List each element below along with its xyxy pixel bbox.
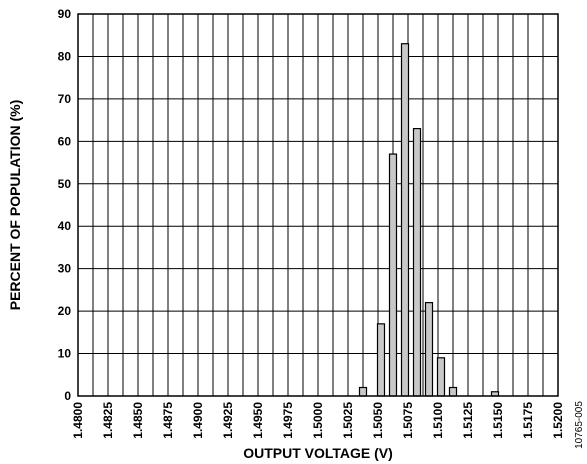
x-tick-label: 1.5175 bbox=[521, 402, 535, 439]
figure-id: 10765-005 bbox=[574, 401, 585, 449]
y-tick-label: 60 bbox=[58, 134, 72, 148]
x-tick-label: 1.4900 bbox=[191, 402, 205, 439]
x-tick-label: 1.4850 bbox=[131, 402, 145, 439]
y-tick-label: 20 bbox=[58, 304, 72, 318]
y-tick-label: 80 bbox=[58, 49, 72, 63]
x-tick-label: 1.4875 bbox=[161, 402, 175, 439]
y-tick-label: 30 bbox=[58, 262, 72, 276]
x-tick-label: 1.5200 bbox=[551, 402, 565, 439]
x-tick-label: 1.4950 bbox=[251, 402, 265, 439]
histogram-bar bbox=[424, 302, 434, 397]
histogram-bar bbox=[448, 386, 458, 397]
y-axis-label: PERCENT OF POPULATION (%) bbox=[7, 100, 23, 311]
x-tick-label: 1.5150 bbox=[491, 402, 505, 439]
histogram-bar bbox=[376, 323, 386, 397]
y-tick-labels: 0 10 20 30 40 50 60 70 80 90 bbox=[58, 7, 72, 403]
histogram-bar bbox=[388, 153, 398, 397]
x-tick-label: 1.4975 bbox=[281, 402, 295, 439]
x-tick-label: 1.4925 bbox=[221, 402, 235, 439]
x-tick-label: 1.5075 bbox=[401, 402, 415, 439]
y-tick-label: 90 bbox=[58, 7, 72, 21]
plot-frame bbox=[77, 13, 559, 397]
x-tick-label: 1.4800 bbox=[71, 402, 85, 439]
x-tick-label: 1.5025 bbox=[341, 402, 355, 439]
x-tick-label: 1.5000 bbox=[311, 402, 325, 439]
y-tick-label: 50 bbox=[58, 177, 72, 191]
y-tick-label: 0 bbox=[64, 389, 71, 403]
x-tick-labels: 1.4800 1.4825 1.4850 1.4875 1.4900 1.4925 1.49… bbox=[71, 402, 565, 439]
histogram-bar bbox=[400, 43, 410, 397]
histogram-bar bbox=[358, 386, 368, 397]
grid-lines bbox=[77, 13, 559, 397]
x-tick-label: 1.4825 bbox=[101, 402, 115, 439]
y-tick-label: 40 bbox=[58, 219, 72, 233]
bars bbox=[358, 43, 500, 397]
y-tick-label: 10 bbox=[58, 347, 72, 361]
x-tick-label: 1.5050 bbox=[371, 402, 385, 439]
x-tick-label: 1.5125 bbox=[461, 402, 475, 439]
x-tick-label: 1.5100 bbox=[431, 402, 445, 439]
x-axis-label: OUTPUT VOLTAGE (V) bbox=[243, 445, 393, 461]
histogram-bar bbox=[412, 128, 422, 397]
histogram-bar bbox=[436, 357, 446, 397]
y-tick-label: 70 bbox=[58, 92, 72, 106]
